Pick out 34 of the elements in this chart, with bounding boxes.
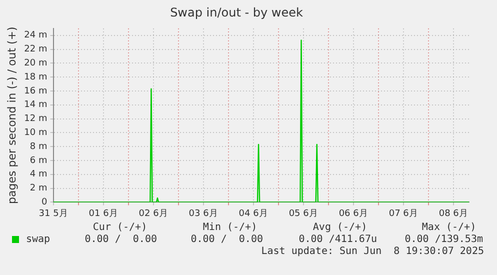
y-tick-label: 18 m [24, 72, 48, 82]
text: 0.00 / 0.00 [190, 234, 263, 245]
text: Max (-/+) [420, 222, 478, 233]
x-tick-label: 08 6月 [438, 208, 468, 219]
y-tick-label: 0 [42, 198, 48, 208]
x-tick-label: 05 6月 [288, 208, 318, 219]
y-tick-label: 2 m [30, 184, 48, 194]
y-tick-label: 4 m [30, 170, 48, 180]
x-tick-label: 01 6月 [88, 208, 118, 219]
text: 0.00 / 0.00 [84, 234, 157, 245]
text: Last update: Sun Jun 8 19:30:07 2025 [261, 246, 484, 257]
text: 0.00 /411.67u [298, 234, 377, 245]
chart-title: Swap in/out - by week [170, 5, 303, 20]
text: Cur (-/+) [92, 222, 148, 233]
x-tick-label: 04 6月 [238, 208, 268, 219]
y-tick-label: 12 m [24, 114, 48, 124]
text: 0.00 /139.53m [404, 234, 483, 245]
x-tick-label: 02 6月 [138, 208, 168, 219]
y-tick-label: 6 m [30, 156, 48, 166]
y-tick-label: 16 m [24, 86, 48, 96]
y-tick-label: 20 m [24, 58, 48, 69]
x-tick-label: 31 5月 [38, 208, 68, 219]
text: Min (-/+) [202, 222, 258, 233]
y-tick-label: 10 m [24, 128, 48, 138]
text: Avg (-/+) [312, 222, 368, 233]
legend-label: swap [26, 234, 50, 245]
y-tick-label: 24 m [24, 30, 48, 41]
x-tick-label: 07 6月 [388, 208, 418, 219]
y-tick-label: 8 m [30, 142, 48, 152]
x-tick-label: 06 6月 [338, 208, 368, 219]
y-tick-label: 22 m [24, 44, 48, 55]
y-axis-title: pages per second in (-) / out (+) [5, 26, 18, 204]
y-tick-label: 14 m [24, 100, 48, 110]
x-tick-label: 03 6月 [188, 208, 218, 219]
